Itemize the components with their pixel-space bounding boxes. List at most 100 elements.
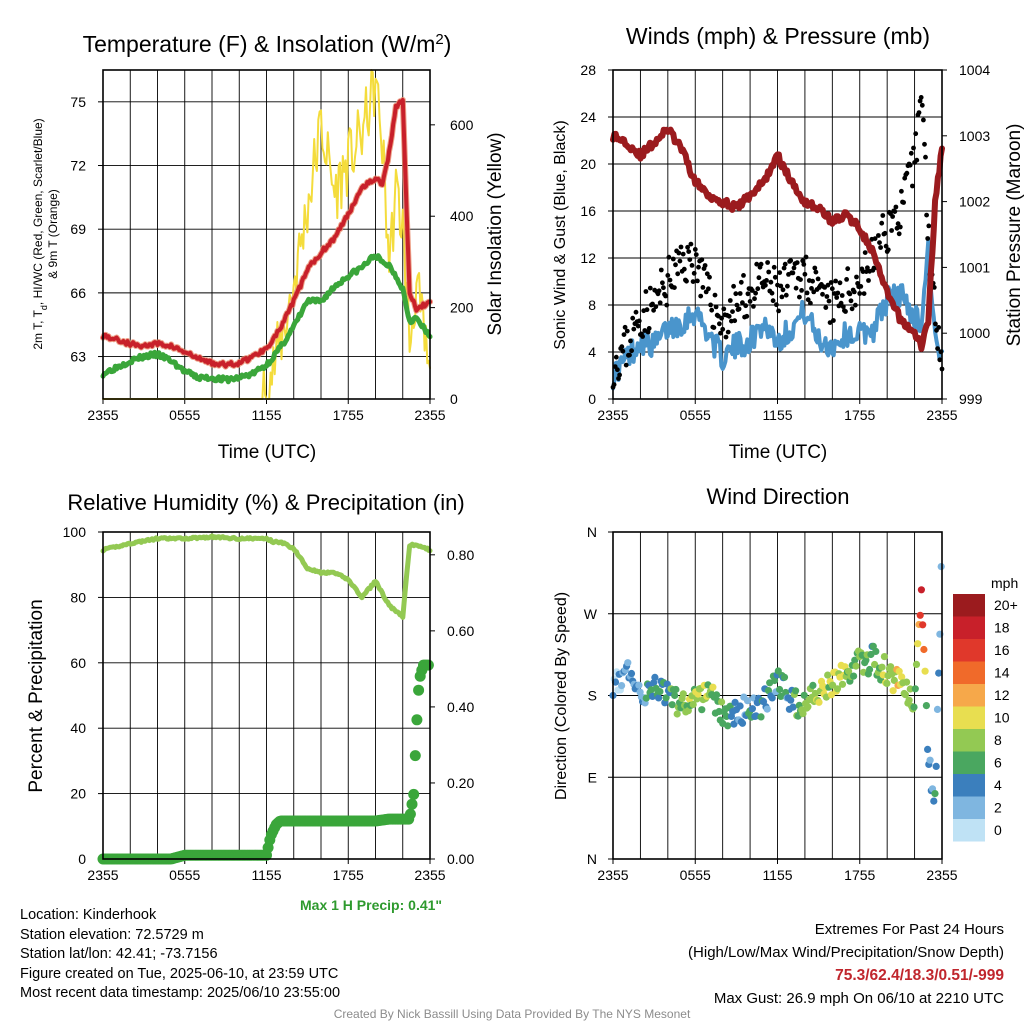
gust-point [665,273,671,278]
gust-point [640,334,645,339]
gust-point [828,280,834,285]
gust-point [733,291,739,297]
direction-point [872,647,880,656]
legend-swatch [953,639,985,662]
gust-point [904,170,910,176]
gust-point [615,367,620,373]
winds-xlabel: Time (UTC) [729,442,828,463]
plot-border [612,531,943,860]
x-tick-label: 1755 [844,407,875,423]
gust-point [660,280,665,286]
gust-point [813,269,819,275]
gust-point [899,188,904,194]
gust-point [896,231,902,237]
gust-point [755,286,761,292]
gust-point [910,183,915,189]
gust-point [935,346,940,351]
gust-point [882,230,888,236]
gust-point [651,307,656,313]
direction-point [862,656,870,664]
gust-point [617,372,622,378]
y-tick-label: 69 [70,221,86,237]
gust-point [853,302,858,308]
direction-point [930,797,938,805]
y2-tick-label: 0.20 [447,775,474,791]
info-created: Figure created on Tue, 2025-06-10, at 23… [20,965,339,982]
y-tick-label: W [584,606,598,622]
precip-point [422,659,434,671]
gust-point [627,352,632,358]
y2-tick-label: 999 [959,391,983,407]
y-tick-label: 20 [580,156,596,172]
direction-point [789,703,797,711]
gust-point [914,157,920,163]
direction-point [787,696,795,704]
gust-point [687,257,693,262]
y2-tick-label: 1002 [959,194,990,210]
gust-point [883,243,889,249]
direction-point [743,697,752,705]
legend-label: 20+ [994,597,1018,613]
direction-point [768,694,776,702]
gust-point [726,313,732,319]
legend-label: 4 [994,777,1002,793]
direction-point [921,667,929,675]
gust-point [704,271,710,277]
y2-tick-label: 0 [450,391,458,407]
gust-point [752,296,757,302]
gust-point [769,290,775,296]
y2-tick-label: 0.80 [447,547,474,563]
gust-point [688,241,694,247]
gust-point [922,141,927,147]
legend-swatch [953,594,985,617]
direction-point [824,671,832,679]
gust-point [747,299,753,304]
y2-tick-label: 0.00 [447,851,474,867]
y-tick-label: 4 [588,344,596,360]
gust-point [897,224,903,230]
gust-point [860,269,866,274]
gust-point [650,301,655,307]
gust-point [917,98,923,104]
x-tick-label: 1155 [762,407,792,423]
gust-point [808,300,813,306]
direction-point [651,673,659,682]
gust-point [861,291,867,296]
gust-point [619,344,625,350]
direction-point [912,660,921,669]
gust-point [889,228,894,233]
gust-point [699,257,705,263]
gust-point [675,271,681,277]
gust-point [646,326,652,331]
direction-point [668,701,676,709]
y-tick-label: 75 [70,94,86,110]
legend-swatch [953,774,985,797]
direction-point [777,692,785,701]
direction-point [780,673,789,681]
gust-point [872,236,878,242]
gust-point [840,304,846,310]
gust-point [730,309,735,314]
gust-point [685,244,690,250]
gust-point [893,204,899,210]
gust-point [764,278,769,283]
direction-point [679,690,687,698]
gust-point [911,145,916,151]
gust-point [737,291,743,296]
info-elevation: Station elevation: 72.5729 m [20,926,204,943]
gust-point [681,266,687,272]
gust-point [658,267,664,273]
gust-point [656,288,662,294]
legend-swatch [953,684,985,707]
gust-point [803,254,809,260]
y-tick-label: 16 [580,203,596,219]
direction-point [905,696,913,704]
gust-point [824,294,830,299]
gust-point [717,321,722,327]
gust-point [801,262,807,267]
gust-point [702,263,708,268]
precip-point [409,750,421,762]
station-info: Location: Kinderhook Station elevation: … [20,906,340,1004]
